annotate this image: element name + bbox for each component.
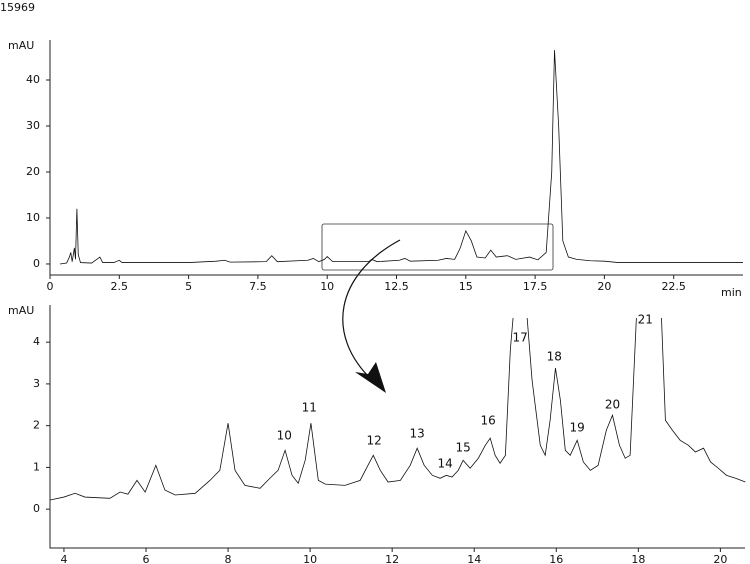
peak-label: 11	[302, 401, 317, 415]
x-tick-label: 22.5	[661, 280, 686, 293]
peak-label: 16	[481, 414, 496, 428]
x-tick-label: 12	[385, 553, 399, 564]
arrow-head	[355, 362, 386, 393]
x-tick-label: 10	[320, 280, 334, 293]
x-tick-label: 8	[225, 553, 232, 564]
zoom-box	[321, 223, 554, 271]
peak-label: 19	[570, 421, 585, 435]
y-tick-label: 20	[26, 165, 40, 178]
x-tick-label: 2.5	[111, 280, 129, 293]
x-tick-label: 6	[143, 553, 150, 564]
x-tick-label: 16	[549, 553, 563, 564]
x-tick-label: 14	[467, 553, 481, 564]
peak-label: 14	[437, 457, 452, 471]
peak-label: 20	[605, 398, 620, 412]
trace-line	[50, 318, 746, 501]
peak-label: 21	[638, 313, 653, 327]
peak-label: 10	[277, 429, 292, 443]
y-tick-label: 3	[33, 377, 40, 390]
x-tick-label: 15	[459, 280, 473, 293]
axis-lines	[49, 40, 743, 276]
x-tick-label: 7.5	[249, 280, 267, 293]
y-tick-label: 40	[26, 73, 40, 86]
x-tick-label: 5	[185, 280, 192, 293]
x-tick-label: 12.5	[384, 280, 409, 293]
peak-label: 15	[456, 441, 471, 455]
trace-line	[59, 50, 743, 265]
y-tick-label: 1	[33, 460, 40, 473]
peak-label: 12	[366, 434, 381, 448]
x-tick-label: 20	[713, 553, 727, 564]
zoom-arrow	[342, 239, 401, 381]
y-tick-label: 0	[33, 257, 40, 270]
y-tick-label: 0	[33, 502, 40, 515]
x-tick-label: 4	[60, 553, 67, 564]
y-tick-label: 10	[26, 211, 40, 224]
chart-title: 15969	[0, 1, 35, 14]
peak-label: 17	[513, 330, 528, 344]
axis-lines	[49, 305, 745, 549]
x-axis-label: min	[721, 286, 742, 299]
x-tick-label: 20	[597, 280, 611, 293]
y-tick-label: 4	[33, 335, 40, 348]
x-tick-label: 17.5	[523, 280, 548, 293]
y-axis-label: mAU	[8, 304, 34, 317]
y-axis-label: mAU	[8, 39, 34, 52]
x-tick-label: 10	[303, 553, 317, 564]
y-tick-label: 2	[33, 419, 40, 432]
peak-label: 18	[547, 350, 562, 364]
y-tick-label: 30	[26, 119, 40, 132]
peak-label: 13	[410, 427, 425, 441]
x-tick-label: 0	[47, 280, 54, 293]
x-tick-label: 18	[631, 553, 645, 564]
